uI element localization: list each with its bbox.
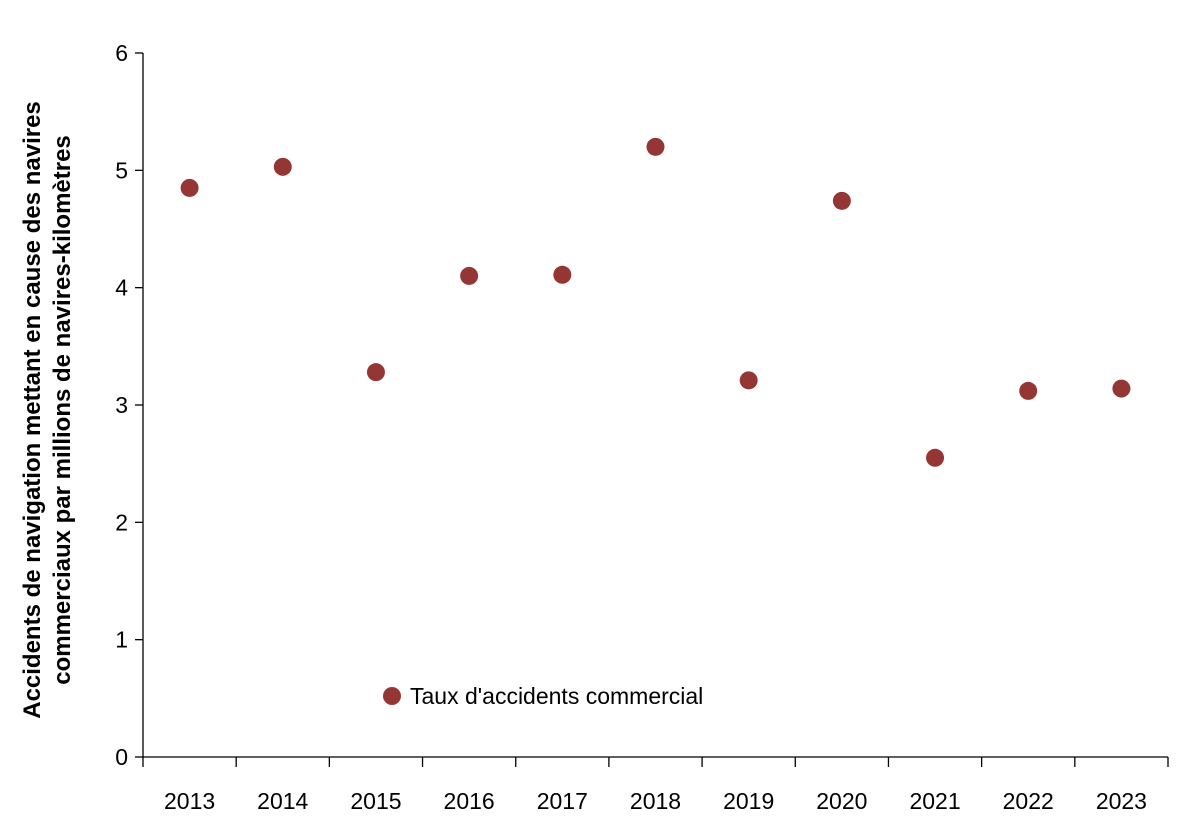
x-tick-label: 2018 [630, 788, 681, 814]
data-point [646, 137, 665, 156]
x-tick-label: 2019 [723, 788, 774, 814]
y-tick-label: 5 [115, 157, 128, 183]
data-points [180, 137, 1131, 467]
x-tick-label: 2023 [1096, 788, 1147, 814]
y-tick-label: 1 [115, 627, 128, 653]
data-point [460, 266, 479, 285]
data-point [832, 191, 851, 210]
y-tick-label: 2 [115, 509, 128, 535]
data-point [1019, 381, 1038, 400]
x-tick-label: 2015 [350, 788, 401, 814]
y-axis-title-line-1: Accidents de navigation mettant en cause… [19, 101, 46, 719]
x-axis-ticks: 2013 2014 2015 2016 2017 2018 2019 2020 2021 2022… [142, 757, 1169, 814]
x-tick-label: 2020 [816, 788, 867, 814]
y-tick-label: 6 [115, 40, 128, 66]
legend: Taux d'accidents commercial [383, 683, 703, 709]
y-axis-title: Accidents de navigation mettant en cause… [19, 101, 76, 719]
data-point [273, 157, 292, 176]
x-tick-label: 2016 [444, 788, 495, 814]
y-axis-ticks: 0 1 2 3 4 5 6 [115, 40, 143, 770]
data-point [1112, 379, 1131, 398]
data-point [366, 363, 385, 382]
y-axis-title-line-2: commerciaux par millions de navires-kilo… [49, 135, 76, 685]
legend-marker [383, 687, 401, 705]
data-point [739, 371, 758, 390]
y-tick-label: 3 [115, 392, 128, 418]
x-tick-label: 2017 [537, 788, 588, 814]
x-tick-label: 2022 [1003, 788, 1054, 814]
data-point [180, 178, 199, 197]
legend-label: Taux d'accidents commercial [410, 683, 703, 709]
axes [142, 53, 1168, 758]
y-tick-label: 4 [115, 275, 128, 301]
x-tick-label: 2021 [909, 788, 960, 814]
x-tick-label: 2013 [164, 788, 215, 814]
y-tick-label: 0 [115, 744, 128, 770]
x-tick-label: 2014 [257, 788, 308, 814]
data-point [553, 265, 572, 284]
data-point [926, 448, 945, 467]
